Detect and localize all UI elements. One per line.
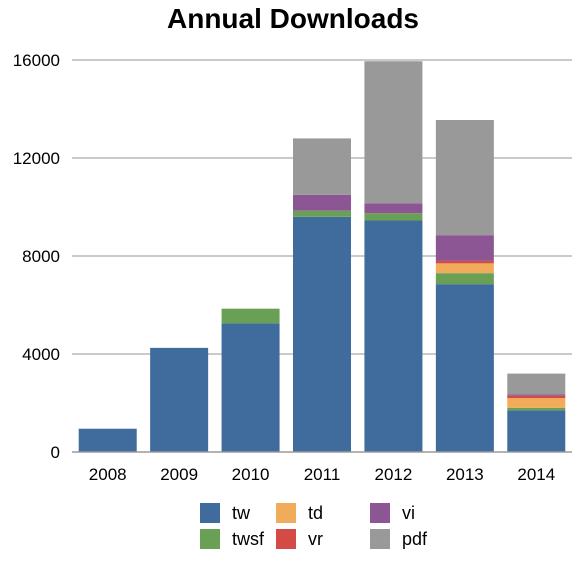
bar-segment-twsf-2013 xyxy=(435,273,494,285)
legend-label-twsf: twsf xyxy=(232,529,265,549)
legend-swatch-vi xyxy=(370,503,390,523)
y-tick-label: 16000 xyxy=(13,51,60,70)
bar-segment-tw-2011 xyxy=(293,216,351,452)
bar-segment-td-2014 xyxy=(507,398,566,408)
bar-segment-vi-2014 xyxy=(507,394,566,396)
bar-segment-twsf-2014 xyxy=(507,407,566,411)
x-tick-label: 2012 xyxy=(375,465,413,484)
bar-segment-pdf-2012 xyxy=(364,61,423,204)
bar-segment-vi-2012 xyxy=(364,203,423,214)
legend-swatch-pdf xyxy=(370,529,390,549)
bar-segment-twsf-2010 xyxy=(221,308,280,324)
x-tick-label: 2014 xyxy=(517,465,555,484)
legend-swatch-tw xyxy=(200,503,220,523)
legend-swatch-td xyxy=(276,503,296,523)
bar-segment-pdf-2013 xyxy=(435,120,494,236)
x-tick-label: 2011 xyxy=(304,465,341,484)
bar-segment-tw-2009 xyxy=(150,347,209,452)
bar-segment-pdf-2011 xyxy=(293,138,351,195)
bar-segment-td-2013 xyxy=(435,263,494,274)
bar-segment-tw-2010 xyxy=(221,323,280,452)
y-tick-label: 4000 xyxy=(22,345,60,364)
bar-segment-vr-2013 xyxy=(435,260,494,264)
axes: 0 4000 8000 12000 16000 2008 2009 2010 2011 2012 2… xyxy=(13,51,572,484)
legend-label-pdf: pdf xyxy=(402,529,428,549)
y-tick-label: 0 xyxy=(51,443,60,462)
legend-swatch-twsf xyxy=(200,529,220,549)
chart-title: Annual Downloads xyxy=(167,3,419,34)
bar-segment-twsf-2011 xyxy=(293,210,351,217)
legend-label-vr: vr xyxy=(308,529,323,549)
x-tick-label: 2009 xyxy=(160,465,198,484)
bar-segment-vr-2014 xyxy=(507,395,566,399)
legend-label-vi: vi xyxy=(402,503,415,523)
bar-segment-tw-2014 xyxy=(507,410,566,452)
x-tick-label: 2010 xyxy=(232,465,270,484)
bar-segment-pdf-2014 xyxy=(507,373,566,395)
legend-label-td: td xyxy=(308,503,323,523)
bar-segment-twsf-2012 xyxy=(364,213,423,221)
bar-segment-tw-2008 xyxy=(78,428,137,452)
legend-swatch-vr xyxy=(276,529,296,549)
bars xyxy=(78,61,566,452)
bar-segment-vi-2011 xyxy=(293,194,351,211)
x-tick-label: 2013 xyxy=(446,465,484,484)
y-tick-label: 8000 xyxy=(22,247,60,266)
bar-segment-tw-2013 xyxy=(435,284,494,452)
legend-label-tw: tw xyxy=(232,503,251,523)
bar-segment-vi-2013 xyxy=(435,235,494,261)
y-tick-label: 12000 xyxy=(13,149,60,168)
x-tick-label: 2008 xyxy=(89,465,127,484)
legend: tw twsf td vr vi pdf xyxy=(200,503,428,549)
bar-segment-tw-2012 xyxy=(364,220,423,452)
